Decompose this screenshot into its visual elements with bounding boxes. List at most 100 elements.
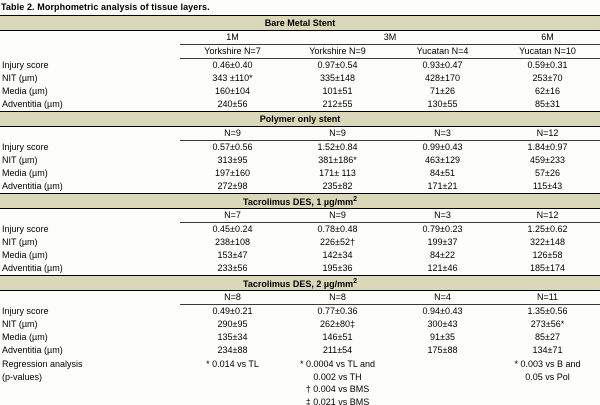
value-cell: 135±34 xyxy=(217,332,248,342)
row-label: NIT (µm) xyxy=(2,319,38,329)
row-label: Injury score xyxy=(2,305,49,316)
value-cell: 0.93±0.47 xyxy=(422,60,463,70)
band-superscript: 2 xyxy=(353,278,357,285)
value-cell: 212±55 xyxy=(322,99,353,109)
row-label: Adventitia (µm) xyxy=(2,263,63,273)
row-label: Injury score xyxy=(2,59,49,70)
value-cell: 0.94±0.43 xyxy=(422,306,463,316)
empty-cell xyxy=(0,209,180,223)
row-label: Media (µm) xyxy=(2,86,48,96)
regression-cell: * 0.003 vs B and 0.05 vs Pol xyxy=(514,359,581,382)
column-header: N=11 xyxy=(495,290,600,305)
data-row-adventitia: Adventitia (µm) 240±56 212±55 130±55 85±… xyxy=(0,98,600,112)
row-label: NIT (µm) xyxy=(2,237,38,247)
band-label: Bare Metal Stent xyxy=(0,15,600,31)
time-header-row: 1M 3M 6M xyxy=(0,30,600,45)
regression-cell xyxy=(390,357,495,405)
column-header: N=9 xyxy=(285,208,390,223)
row-label: Injury score xyxy=(2,141,49,152)
band-label: Tacrolimus DES, 2 µg/mm xyxy=(243,279,354,289)
data-row-injury-score: Injury score 0.57±0.56 1.52±0.84 0.99±0.… xyxy=(0,141,600,155)
value-cell: 0.78±0.48 xyxy=(317,224,358,234)
value-cell: 0.49±0.21 xyxy=(212,306,253,316)
column-header-row: N=9 N=9 N=3 N=12 xyxy=(0,126,600,141)
column-header: N=7 xyxy=(180,208,285,223)
value-cell: 101±51 xyxy=(322,86,353,96)
time-header-1m: 1M xyxy=(180,30,285,45)
time-header-3m: 3M xyxy=(285,30,495,45)
data-row-injury-score: Injury score 0.46±0.40 0.97±0.54 0.93±0.… xyxy=(0,59,600,73)
empty-cell xyxy=(0,127,180,141)
section-band-tacrolimus-des-2: Tacrolimus DES, 2 µg/mm2 xyxy=(0,275,600,291)
column-header: Yucatan N=10 xyxy=(495,44,600,59)
empty-cell xyxy=(0,291,180,305)
value-cell: 0.59±0.31 xyxy=(527,60,568,70)
value-cell: 57±26 xyxy=(535,168,560,178)
value-cell: 290±95 xyxy=(217,319,248,329)
value-cell: 253±70 xyxy=(532,73,563,83)
section-band-tacrolimus-des-1: Tacrolimus DES, 1 µg/mm2 xyxy=(0,193,600,209)
section-band-bare-metal-stent: Bare Metal Stent xyxy=(0,15,600,31)
value-cell: 1.84±0.97 xyxy=(527,142,568,152)
row-label: Media (µm) xyxy=(2,168,48,178)
value-cell: 146±51 xyxy=(322,332,353,342)
value-cell: 175±88 xyxy=(427,345,458,355)
value-cell: 171±21 xyxy=(427,181,458,191)
data-row-nit: NIT (µm) 313±95 381±186* 463±129 459±233 xyxy=(0,154,600,167)
column-header: N=4 xyxy=(390,290,495,305)
value-cell: 84±51 xyxy=(430,168,455,178)
value-cell: 234±88 xyxy=(217,345,248,355)
data-row-nit: NIT (µm) 343 ±110* 335±148 428±170 253±7… xyxy=(0,72,600,85)
row-label: NIT (µm) xyxy=(2,155,38,165)
value-cell: 335±148 xyxy=(320,73,355,83)
data-row-adventitia: Adventitia (µm) 234±88 211±54 175±88 134… xyxy=(0,344,600,357)
column-header: N=3 xyxy=(390,208,495,223)
column-header: N=8 xyxy=(285,290,390,305)
value-cell: 211±54 xyxy=(322,345,353,355)
regression-row: Regression analysis (p-values) * 0.014 v… xyxy=(0,357,600,405)
table-title: Table 2. Morphometric analysis of tissue… xyxy=(1,2,210,12)
data-row-media: Media (µm) 153±47 142±34 84±22 126±58 xyxy=(0,249,600,262)
value-cell: 0.57±0.56 xyxy=(212,142,253,152)
data-row-adventitia: Adventitia (µm) 233±56 195±36 121±46 185… xyxy=(0,262,600,276)
section-band-polymer-only-stent: Polymer only stent xyxy=(0,111,600,127)
value-cell: 322±148 xyxy=(530,237,565,247)
value-cell: 199±37 xyxy=(427,237,458,247)
value-cell: 185±174 xyxy=(530,263,565,273)
band-superscript: 2 xyxy=(353,196,357,203)
value-cell: 0.45±0.24 xyxy=(212,224,253,234)
value-cell: 134±71 xyxy=(532,345,563,355)
column-header: Yorkshire N=9 xyxy=(285,44,390,59)
morphometry-table: Bare Metal Stent 1M 3M 6M Yorkshire N=7 … xyxy=(0,15,600,405)
data-row-nit: NIT (µm) 290±95 262±80‡ 300±43 273±56* xyxy=(0,318,600,331)
value-cell: 142±34 xyxy=(322,250,353,260)
row-label: Adventitia (µm) xyxy=(2,99,63,109)
value-cell: 381±186* xyxy=(318,155,357,165)
column-header: N=9 xyxy=(285,126,390,141)
value-cell: 0.46±0.40 xyxy=(212,60,253,70)
value-cell: 262±80‡ xyxy=(320,319,355,329)
band-label: Polymer only stent xyxy=(0,111,600,127)
time-header-6m: 6M xyxy=(495,30,600,45)
value-cell: 85±27 xyxy=(535,332,560,342)
value-cell: 1.25±0.62 xyxy=(527,224,568,234)
data-row-media: Media (µm) 135±34 146±51 91±35 85±27 xyxy=(0,331,600,344)
value-cell: 126±58 xyxy=(532,250,563,260)
empty-cell xyxy=(0,31,180,45)
row-label: Adventitia (µm) xyxy=(2,181,63,191)
row-label: Adventitia (µm) xyxy=(2,345,63,355)
column-header: N=12 xyxy=(495,208,600,223)
column-header-row: N=7 N=9 N=3 N=12 xyxy=(0,208,600,223)
column-header: N=12 xyxy=(495,126,600,141)
row-label-regression: Regression analysis (p-values) xyxy=(2,359,83,382)
value-cell: 62±16 xyxy=(535,86,560,96)
value-cell: 0.79±0.23 xyxy=(422,224,463,234)
value-cell: 428±170 xyxy=(425,73,460,83)
band-label: Tacrolimus DES, 1 µg/mm xyxy=(243,197,354,207)
value-cell: 195±36 xyxy=(322,263,353,273)
row-label: Media (µm) xyxy=(2,250,48,260)
column-header: N=9 xyxy=(180,126,285,141)
value-cell: 463±129 xyxy=(425,155,460,165)
regression-cell: * 0.014 vs TL xyxy=(206,359,259,369)
